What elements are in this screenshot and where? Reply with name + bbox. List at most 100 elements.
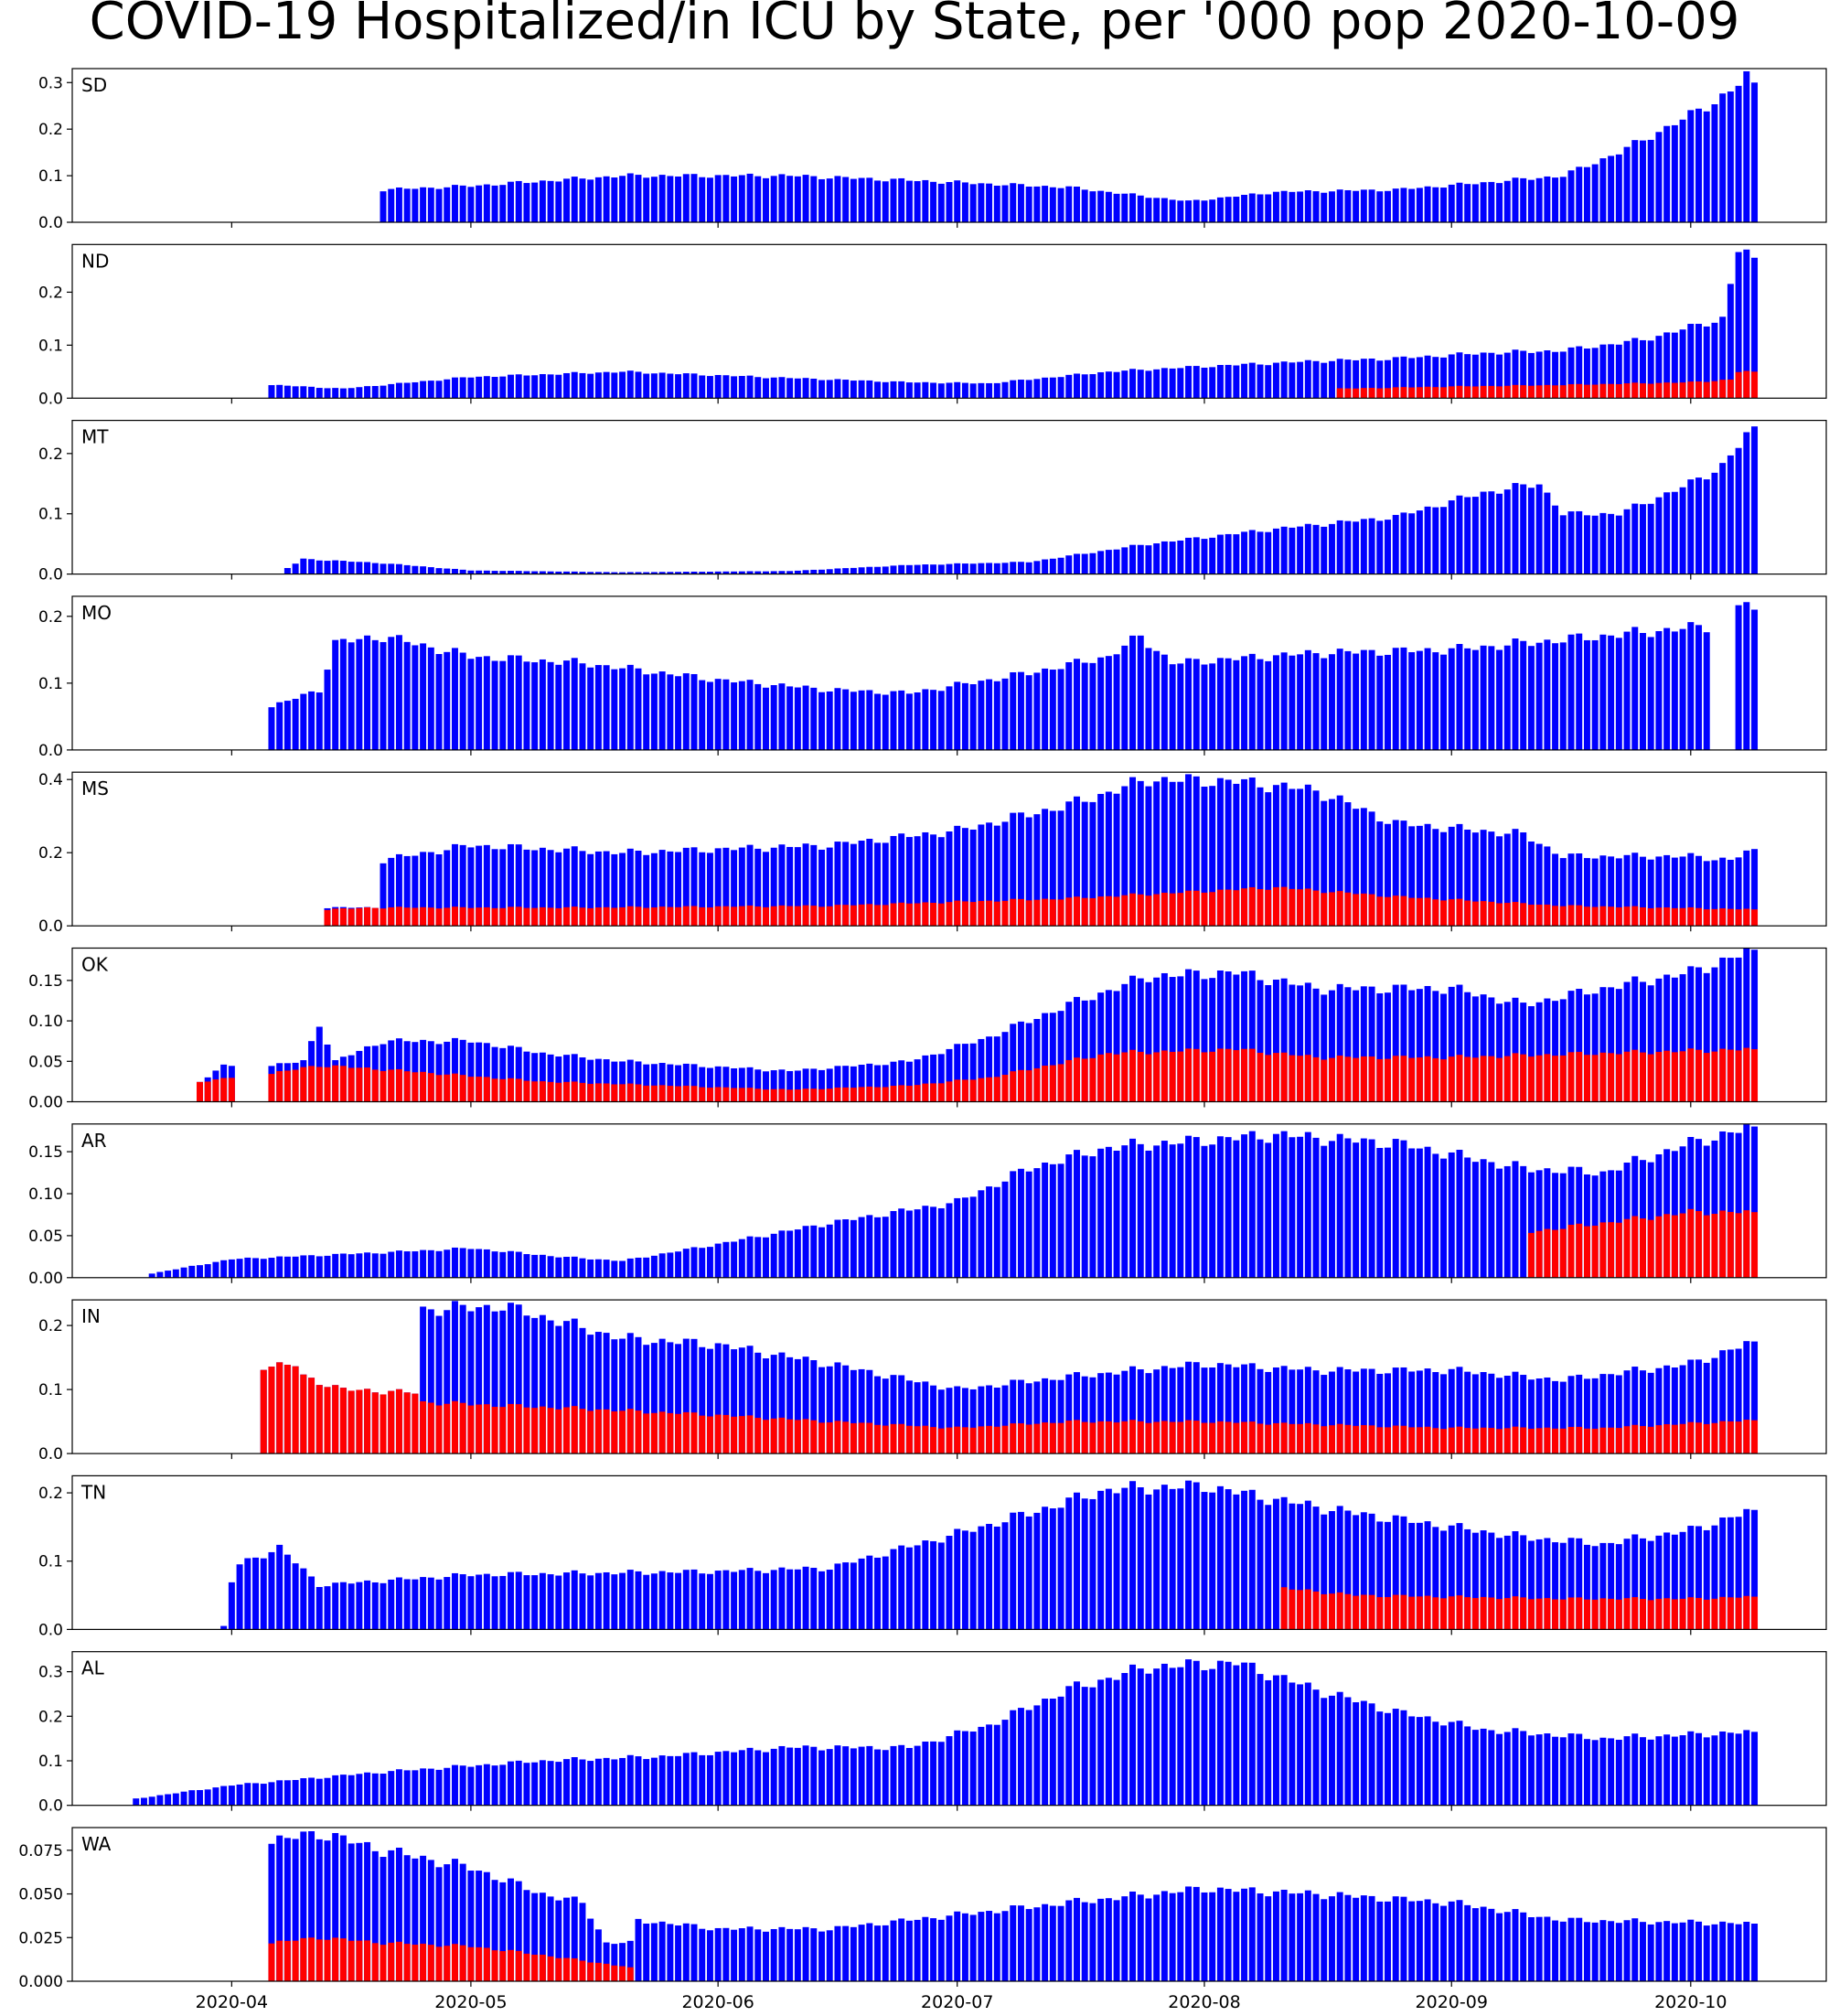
- bar-icu: [594, 1962, 602, 1981]
- bar-hospitalized: [1448, 826, 1455, 927]
- bar-icu: [1344, 1593, 1352, 1630]
- bar-hospitalized: [1559, 1542, 1567, 1630]
- bar-hospitalized: [898, 1375, 905, 1454]
- x-tick-label: 2020-10: [1654, 1992, 1727, 2012]
- bar-icu: [619, 1084, 626, 1102]
- bar-hospitalized: [1424, 1521, 1431, 1630]
- bar-hospitalized: [786, 1747, 794, 1806]
- bar-hospitalized: [818, 1750, 825, 1806]
- bar-icu: [1089, 897, 1096, 927]
- bar-hospitalized: [339, 638, 347, 750]
- bar-hospitalized: [579, 1258, 586, 1278]
- bar-hospitalized: [1408, 990, 1416, 1102]
- bar-icu: [954, 1079, 961, 1102]
- bar-hospitalized: [874, 1749, 882, 1806]
- bar-hospitalized: [1544, 639, 1551, 750]
- series-hospitalized: [148, 1124, 1759, 1278]
- bar-icu: [1567, 905, 1575, 927]
- bar-icu: [1033, 1067, 1041, 1102]
- bar-icu: [1001, 900, 1009, 927]
- bar-hospitalized: [499, 660, 507, 750]
- bar-hospitalized: [738, 847, 745, 927]
- bar-hospitalized: [523, 571, 530, 574]
- bar-hospitalized: [993, 1186, 1000, 1278]
- bar-hospitalized: [1376, 655, 1384, 750]
- bar-icu: [882, 905, 889, 927]
- bar-hospitalized: [794, 1569, 801, 1630]
- bar-hospitalized: [643, 1759, 650, 1806]
- bar-icu: [1456, 898, 1463, 927]
- bar-icu: [1527, 1599, 1535, 1630]
- bar-hospitalized: [412, 1042, 419, 1102]
- bar-icu: [547, 1408, 554, 1454]
- bar-hospitalized: [1544, 350, 1551, 399]
- bar-hospitalized: [1464, 830, 1471, 927]
- bar-icu: [1535, 1230, 1543, 1278]
- bar-hospitalized: [1321, 362, 1328, 399]
- bar-hospitalized: [937, 1054, 945, 1102]
- bar-hospitalized: [1440, 1374, 1448, 1454]
- series-hospitalized: [260, 1301, 1759, 1454]
- bar-hospitalized: [571, 1896, 578, 1981]
- bar-hospitalized: [380, 563, 387, 574]
- bar-hospitalized: [1113, 1900, 1120, 1981]
- bar-hospitalized: [1599, 987, 1607, 1102]
- bar-icu: [1552, 1599, 1559, 1630]
- bar-hospitalized: [1265, 365, 1272, 399]
- bar-hospitalized: [1471, 649, 1479, 750]
- bar-icu: [905, 1425, 913, 1454]
- bar-icu: [388, 1069, 395, 1102]
- x-tick-label: 2020-09: [1416, 1992, 1488, 2012]
- bar-icu: [1623, 1426, 1631, 1454]
- bar-hospitalized: [1655, 1367, 1663, 1454]
- bar-hospitalized: [858, 1368, 865, 1454]
- bar-hospitalized: [961, 563, 968, 574]
- bar-hospitalized: [420, 1855, 427, 1981]
- bar-icu: [1265, 889, 1272, 927]
- bar-hospitalized: [1735, 252, 1742, 399]
- bar-hospitalized: [1527, 488, 1535, 574]
- bar-hospitalized: [1360, 1512, 1367, 1630]
- bar-hospitalized: [348, 1775, 355, 1806]
- bar-hospitalized: [643, 1345, 650, 1454]
- bar-icu: [523, 1080, 530, 1102]
- bar-icu: [1440, 900, 1448, 927]
- bar-hospitalized: [1576, 166, 1583, 222]
- bar-hospitalized: [762, 1071, 769, 1102]
- bar-hospitalized: [1280, 190, 1288, 222]
- bar-icu: [1671, 1052, 1678, 1102]
- bar-hospitalized: [1248, 1363, 1256, 1454]
- bar-hospitalized: [762, 378, 769, 399]
- bar-icu: [946, 902, 953, 927]
- panel-ms: 0.00.20.4 MS: [38, 771, 1827, 936]
- bar-hospitalized: [571, 1256, 578, 1278]
- bar-hospitalized: [1480, 1372, 1487, 1454]
- bar-hospitalized: [459, 1304, 466, 1454]
- panel-in: 0.00.10.2 IN: [38, 1299, 1827, 1464]
- bar-icu: [324, 1067, 331, 1102]
- bar-hospitalized: [220, 1625, 228, 1630]
- bar-hospitalized: [1025, 1023, 1032, 1102]
- panel-tn: 0.00.10.2 TN: [38, 1474, 1827, 1639]
- bar-icu: [483, 1947, 490, 1981]
- bar-hospitalized: [858, 1217, 865, 1278]
- bar-hospitalized: [1113, 1493, 1120, 1630]
- bar-icu: [794, 1420, 801, 1454]
- bar-hospitalized: [308, 559, 316, 574]
- bar-hospitalized: [1113, 1374, 1120, 1454]
- bar-hospitalized: [1328, 799, 1335, 927]
- bar-hospitalized: [619, 1943, 626, 1981]
- bar-hospitalized: [260, 1784, 267, 1806]
- bar-hospitalized: [555, 1900, 562, 1981]
- bar-hospitalized: [1081, 1376, 1088, 1454]
- bar-hospitalized: [403, 1855, 411, 1981]
- bar-icu: [1695, 381, 1702, 399]
- bar-icu: [1010, 1071, 1017, 1102]
- bar-hospitalized: [539, 1254, 546, 1278]
- bar-hospitalized: [1583, 1378, 1590, 1454]
- bar-hospitalized: [1097, 793, 1105, 927]
- bar-hospitalized: [1583, 1174, 1590, 1278]
- bar-hospitalized: [252, 1783, 259, 1806]
- bar-hospitalized: [1105, 191, 1112, 222]
- bar-icu: [283, 1070, 291, 1102]
